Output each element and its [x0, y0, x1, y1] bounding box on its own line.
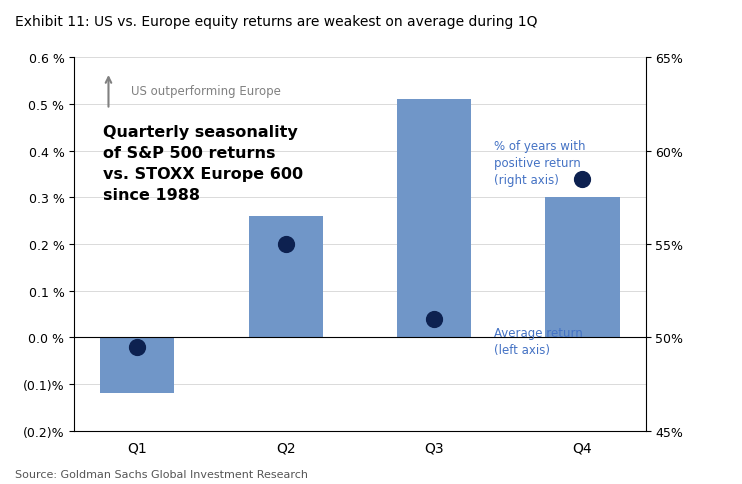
Text: % of years with
positive return
(right axis): % of years with positive return (right a… [494, 140, 585, 187]
Bar [100, 338, 174, 393]
Point [131, 343, 143, 351]
Point [577, 175, 588, 183]
Text: Exhibit 11: US vs. Europe equity returns are weakest on average during 1Q: Exhibit 11: US vs. Europe equity returns… [15, 15, 537, 29]
Text: Quarterly seasonality
of S&P 500 returns
vs. STOXX Europe 600
since 1988: Quarterly seasonality of S&P 500 returns… [102, 125, 303, 203]
Text: Source: Goldman Sachs Global Investment Research: Source: Goldman Sachs Global Investment … [15, 469, 308, 479]
Point [280, 241, 292, 248]
Point [428, 315, 440, 323]
Bar [249, 216, 323, 338]
Text: US outperforming Europe: US outperforming Europe [131, 85, 281, 98]
Bar [397, 100, 471, 338]
Bar [545, 198, 620, 338]
Text: Average return
(left axis): Average return (left axis) [494, 326, 583, 356]
